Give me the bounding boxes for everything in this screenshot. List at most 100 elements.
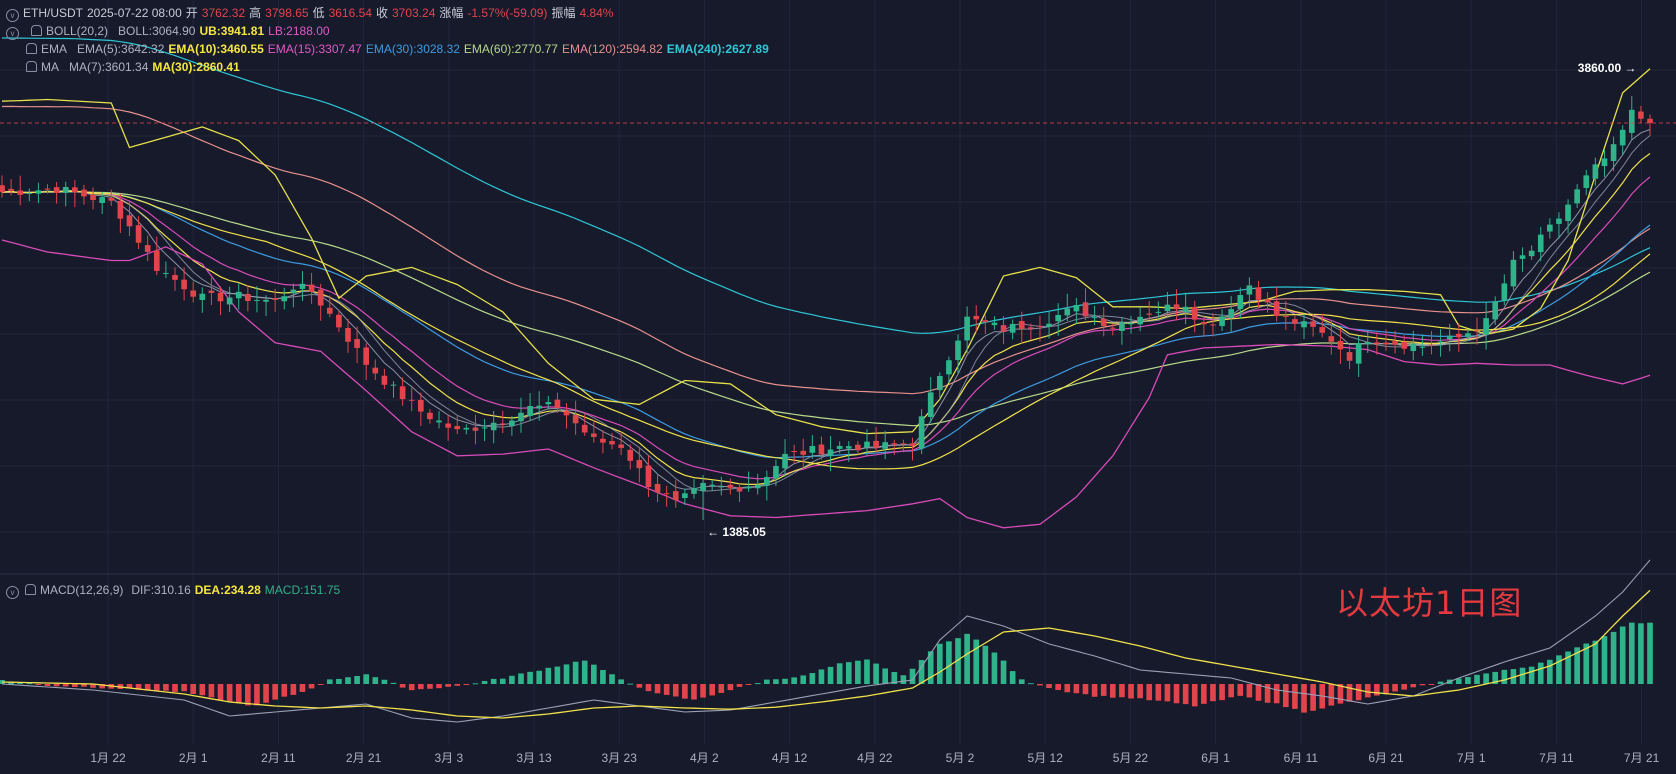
high-label: 高 (249, 6, 262, 20)
candle-body (217, 292, 224, 302)
bell-icon[interactable] (31, 25, 42, 36)
collapse-icon[interactable]: v (6, 586, 19, 599)
x-tick-label: 2月 11 (261, 751, 296, 765)
macd-bar (308, 684, 315, 689)
collapse-icon[interactable]: v (6, 9, 19, 22)
macd-bar (782, 678, 788, 684)
candle-body (709, 484, 716, 486)
macd-bar (263, 684, 269, 703)
macd-bar (618, 679, 624, 684)
x-tick-label: 4月 12 (772, 751, 808, 765)
macd-bar (26, 683, 33, 685)
amplitude-value: 4.84% (579, 6, 614, 20)
boll-lower-line (1, 239, 1651, 529)
macd-bar (1191, 684, 1198, 707)
macd-bar (1401, 684, 1407, 690)
candle-body (700, 482, 706, 491)
candle-body (1201, 321, 1207, 325)
candle-body (190, 290, 197, 297)
macd-bar (445, 684, 451, 687)
candle-body (900, 443, 907, 445)
macd-bar (855, 660, 861, 684)
candle-body (1346, 352, 1353, 361)
candle-body (153, 250, 160, 271)
candle-body (1401, 342, 1407, 349)
macd-bar (1055, 684, 1061, 690)
ma30-value: MA(30):2860.41 (152, 60, 240, 74)
macd-bar (1428, 684, 1435, 685)
candle-body (773, 466, 779, 479)
ma7-value: MA(7):3601.34 (69, 60, 149, 74)
high-annotation: 3860.00 → (1578, 61, 1637, 75)
candle-body (1264, 299, 1271, 303)
macd-bar (700, 684, 706, 698)
candle-body (936, 376, 943, 391)
ma-legend: MA MA(7):3601.34 MA(30):2860.41 (6, 58, 244, 76)
candle-body (1182, 306, 1189, 313)
candle-body (499, 423, 506, 425)
candle-body (463, 427, 470, 430)
symbol-label: ETH/USDT (23, 6, 83, 20)
candle-body (53, 187, 60, 193)
candle-body (991, 322, 998, 326)
macd-bar (235, 684, 242, 704)
amplitude-label: 振幅 (551, 6, 576, 20)
candle-body (317, 289, 324, 306)
bell-icon[interactable] (25, 584, 36, 595)
macd-bar (1073, 684, 1080, 694)
macd-bar (936, 643, 943, 684)
candle-body (1647, 118, 1653, 123)
macd-bar (217, 684, 224, 701)
bell-icon[interactable] (26, 61, 37, 72)
macd-name: MACD(12,26,9) (40, 583, 124, 597)
macd-bar (1128, 684, 1134, 699)
candle-body (1592, 164, 1599, 179)
candle-body (609, 441, 615, 445)
collapse-icon[interactable]: v (6, 27, 19, 40)
candle-body (627, 449, 634, 461)
candle-body (982, 320, 989, 323)
candle-body (1583, 175, 1590, 188)
candle-body (855, 444, 861, 451)
macd-bar (1556, 655, 1562, 684)
macd-bar (1182, 684, 1189, 705)
candle-body (1273, 301, 1280, 316)
candle-body (1428, 344, 1435, 346)
macd-bar (645, 684, 652, 692)
candle-body (44, 188, 51, 190)
macd-bar (1592, 640, 1599, 684)
candle-body (763, 477, 770, 486)
macd-bar (299, 684, 306, 692)
candle-body (654, 483, 661, 493)
candle-body (1137, 316, 1143, 325)
candle-body (1383, 342, 1389, 345)
macd-bar (363, 674, 370, 684)
candle-body (90, 194, 96, 200)
candle-body (663, 493, 670, 495)
candle-body (26, 192, 33, 194)
candle-body (1100, 318, 1107, 326)
candle-body (1301, 321, 1307, 328)
candle-body (1282, 315, 1289, 317)
low-label: 低 (312, 6, 325, 20)
macd-bar (354, 675, 360, 684)
dif-line (1, 559, 1651, 723)
macd-bar (1355, 684, 1362, 701)
macd-bar (554, 666, 561, 684)
candle-body (1328, 336, 1335, 342)
candle-body (226, 297, 233, 305)
candle-body (1146, 313, 1153, 315)
macd-bar (1100, 684, 1107, 696)
candle-body (1455, 333, 1462, 338)
macd-bar (1119, 684, 1125, 698)
macd-bar (408, 684, 415, 691)
macd-bar (1601, 636, 1608, 684)
x-tick-label: 6月 21 (1368, 751, 1404, 765)
ema240-line (2, 37, 1651, 334)
candle-body (1128, 323, 1134, 325)
macd-bar (827, 666, 834, 684)
bell-icon[interactable] (26, 43, 37, 54)
candle-body (263, 299, 269, 302)
candle-body (736, 487, 743, 492)
